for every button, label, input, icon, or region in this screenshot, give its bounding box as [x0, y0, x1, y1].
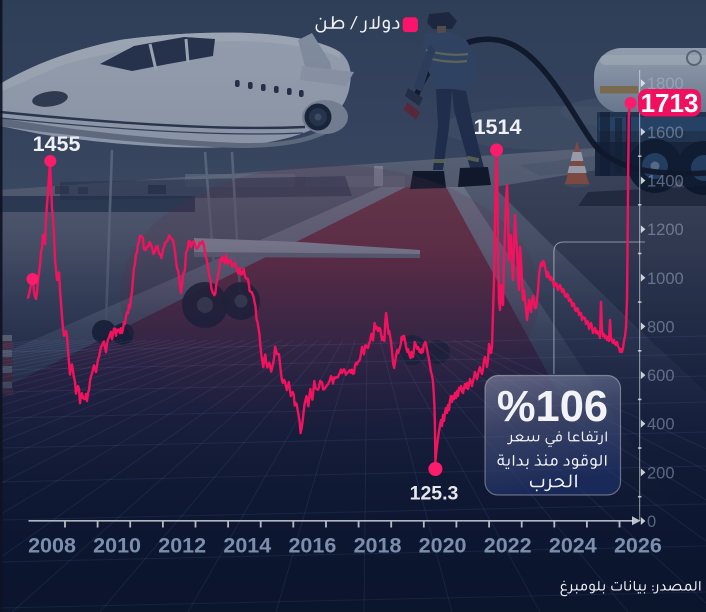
svg-text:400: 400 — [647, 416, 675, 434]
svg-text:2008: 2008 — [28, 534, 76, 558]
svg-text:1600: 1600 — [647, 124, 684, 142]
svg-text:2026: 2026 — [614, 534, 662, 558]
svg-text:800: 800 — [647, 318, 675, 336]
svg-text:1455: 1455 — [33, 132, 81, 156]
svg-text:2012: 2012 — [158, 534, 206, 558]
svg-text:125.3: 125.3 — [410, 483, 459, 505]
svg-text:1800: 1800 — [647, 75, 684, 93]
svg-text:600: 600 — [647, 367, 675, 385]
svg-text:%106: %106 — [497, 383, 608, 431]
svg-text:1400: 1400 — [647, 173, 684, 191]
svg-text:2020: 2020 — [419, 534, 467, 558]
svg-text:2014: 2014 — [223, 534, 271, 558]
svg-text:2010: 2010 — [93, 534, 141, 558]
svg-text:1514: 1514 — [474, 115, 522, 139]
svg-text:2022: 2022 — [484, 534, 532, 558]
svg-text:2018: 2018 — [354, 534, 402, 558]
svg-text:1713: 1713 — [641, 88, 699, 118]
svg-text:200: 200 — [647, 464, 675, 482]
svg-text:2024: 2024 — [549, 534, 597, 558]
svg-text:1200: 1200 — [647, 221, 684, 239]
svg-text:0: 0 — [647, 513, 656, 531]
svg-text:2016: 2016 — [288, 534, 336, 558]
svg-text:1000: 1000 — [647, 270, 684, 288]
